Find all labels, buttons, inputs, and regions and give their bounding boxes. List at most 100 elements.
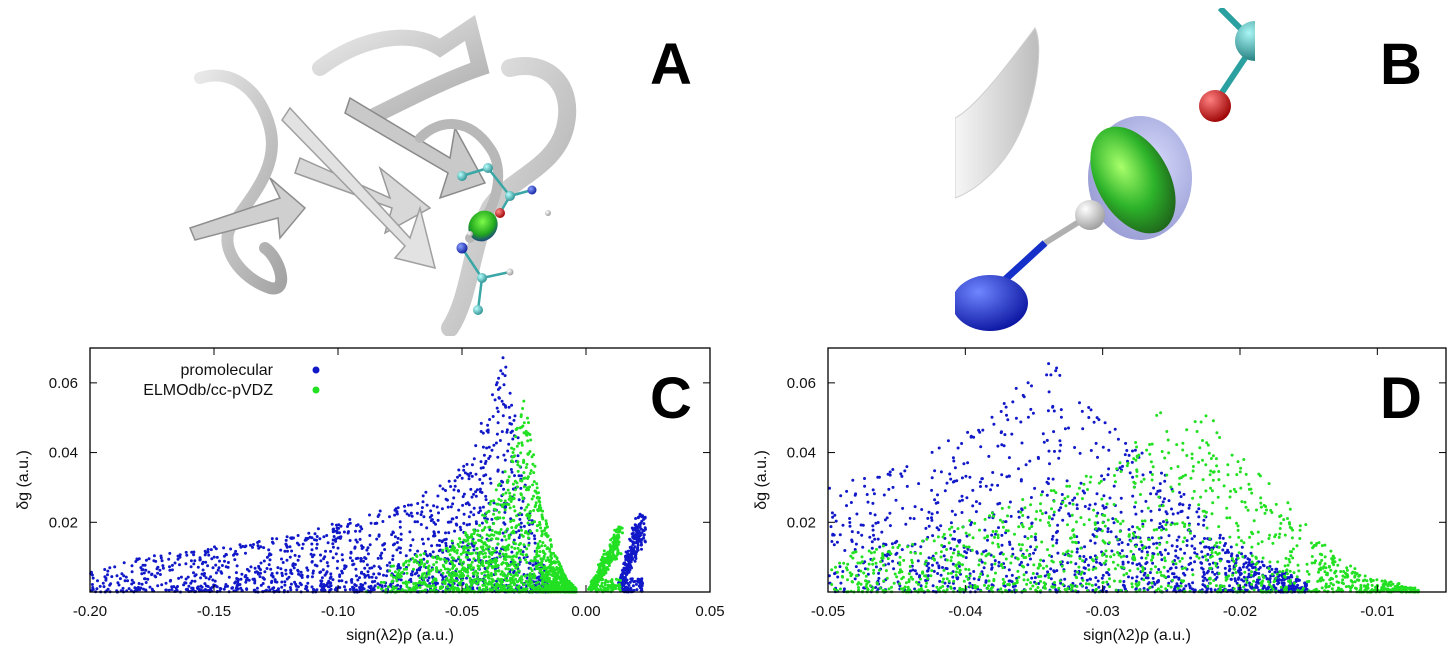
data-point (533, 464, 537, 468)
legend-label: promolecular (181, 362, 274, 379)
data-point (391, 554, 395, 558)
data-point (1094, 576, 1098, 580)
data-point (447, 531, 451, 535)
data-point (509, 500, 513, 503)
data-point (472, 532, 476, 536)
data-point (474, 472, 478, 476)
data-point (472, 580, 476, 584)
data-point (983, 528, 987, 532)
data-point (1010, 573, 1014, 577)
data-point (134, 560, 138, 563)
data-point (364, 557, 368, 561)
data-point (398, 573, 402, 577)
data-point (626, 549, 630, 553)
data-point (392, 564, 396, 568)
data-point (1042, 559, 1045, 563)
data-point (297, 554, 301, 558)
data-point (189, 565, 193, 569)
data-point (251, 577, 255, 581)
data-point (177, 576, 181, 580)
data-point (310, 575, 314, 579)
data-point (329, 549, 333, 553)
data-point (459, 528, 463, 532)
data-point (1187, 506, 1191, 510)
data-point (541, 573, 545, 577)
data-point (444, 537, 448, 541)
data-point (1257, 588, 1261, 592)
data-point (1049, 577, 1053, 581)
data-point (622, 576, 626, 580)
data-point (1108, 430, 1112, 434)
data-point (1123, 587, 1127, 591)
data-point (615, 584, 619, 588)
data-point (633, 579, 637, 583)
data-point (452, 549, 456, 553)
data-point (617, 525, 621, 529)
data-point (1087, 563, 1090, 567)
data-point (220, 571, 224, 575)
data-point (488, 454, 492, 458)
data-point (226, 565, 230, 569)
data-point (461, 503, 465, 507)
data-point (206, 564, 210, 568)
data-point (1238, 566, 1242, 570)
data-point (412, 560, 416, 564)
data-point (1067, 512, 1071, 516)
data-point (409, 544, 413, 547)
data-point (602, 561, 606, 565)
data-point (1201, 575, 1205, 579)
data-point (1185, 544, 1189, 547)
data-point (468, 522, 471, 526)
data-point (518, 465, 522, 468)
data-point (596, 570, 600, 574)
data-point (359, 525, 363, 529)
data-point (495, 406, 499, 410)
data-point (958, 499, 962, 503)
data-point (510, 587, 514, 591)
data-point (545, 571, 549, 575)
data-point (297, 543, 301, 547)
data-point (535, 482, 539, 486)
data-point (142, 587, 145, 591)
data-point (1019, 479, 1023, 483)
data-point (426, 554, 429, 558)
data-point (600, 584, 603, 588)
data-point (951, 575, 955, 579)
data-point (604, 578, 608, 582)
data-point (168, 568, 172, 572)
data-point (310, 585, 314, 589)
data-point (614, 535, 618, 539)
data-point (508, 555, 512, 559)
data-point (1046, 409, 1050, 413)
data-point (502, 383, 506, 387)
data-point (466, 555, 470, 559)
data-point (979, 485, 982, 488)
data-point (1093, 541, 1097, 545)
data-point (516, 485, 519, 489)
data-point (279, 548, 283, 552)
data-point (482, 555, 486, 559)
data-point (455, 579, 459, 583)
data-point (1244, 561, 1248, 565)
data-point (892, 567, 896, 571)
data-point (960, 511, 964, 514)
data-point (379, 580, 383, 584)
data-point (541, 541, 545, 545)
data-point (620, 568, 624, 572)
data-point (604, 559, 608, 563)
data-point (1184, 584, 1188, 588)
data-point (1082, 571, 1086, 575)
data-point (320, 588, 323, 592)
data-point (1197, 507, 1201, 511)
data-point (289, 536, 293, 540)
data-point (936, 493, 939, 497)
data-point (518, 588, 521, 592)
data-point (470, 551, 474, 555)
data-point (249, 543, 252, 547)
data-point (833, 513, 837, 517)
data-point (326, 564, 330, 568)
data-point (1166, 552, 1170, 556)
data-point (294, 584, 298, 588)
data-point (1085, 578, 1089, 582)
data-point (512, 554, 516, 558)
